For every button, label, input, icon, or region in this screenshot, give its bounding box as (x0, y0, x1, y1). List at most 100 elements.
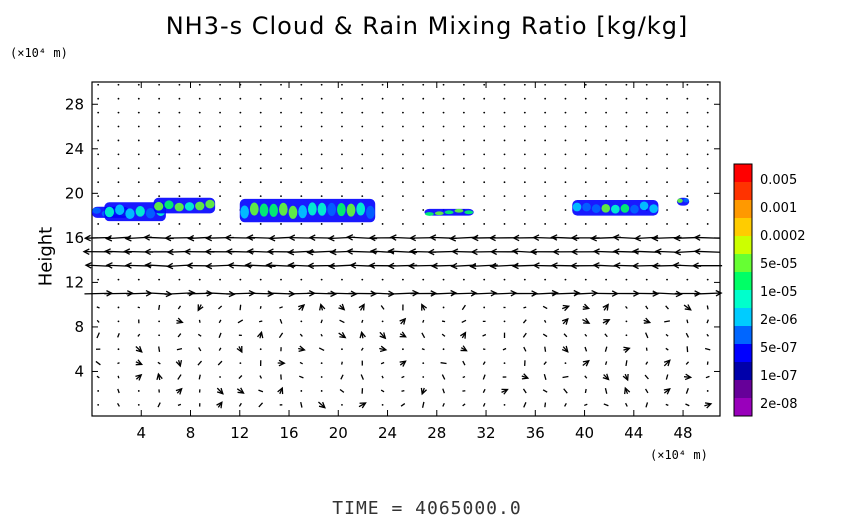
colorbar-label: 5e-05 (760, 257, 798, 272)
wind-dot (320, 181, 323, 184)
plot-frame (91, 81, 721, 417)
wind-dot (645, 97, 648, 100)
wind-dot (280, 278, 282, 281)
wind-dot (523, 223, 526, 225)
wind-dot (503, 362, 506, 365)
wind-dot (300, 153, 303, 156)
wind-vector (401, 389, 405, 392)
cloud-cell (195, 201, 205, 211)
wind-dot (178, 181, 181, 184)
wind-dot (158, 153, 161, 156)
cloud-cell (677, 198, 683, 203)
wind-vector (197, 333, 202, 337)
wind-vector (320, 333, 323, 337)
wind-vector-head (420, 387, 427, 396)
wind-dot (645, 223, 648, 225)
wind-vector-head (532, 234, 540, 241)
wind-dot (686, 153, 689, 156)
wind-dot (97, 181, 100, 184)
wind-vector (625, 305, 628, 309)
wind-dot (158, 139, 161, 142)
wind-dot (483, 223, 486, 225)
wind-dot (280, 111, 282, 114)
wind-vector-head (205, 262, 213, 270)
wind-vector (441, 333, 446, 337)
wind-dot (686, 125, 689, 128)
wind-dot (645, 167, 648, 170)
wind-vector (381, 375, 384, 379)
wind-dot (564, 97, 567, 100)
wind-dot (320, 125, 323, 128)
cloud-cell (205, 199, 215, 209)
wind-dot (198, 278, 201, 281)
wind-vector (542, 333, 548, 338)
wind-dot (584, 278, 587, 281)
wind-dot (178, 195, 181, 198)
wind-vector (665, 374, 669, 380)
wind-vector-head (298, 304, 306, 311)
wind-vector-head (135, 359, 144, 366)
wind-dot (361, 195, 364, 198)
colorbar-swatch (734, 380, 752, 398)
x-tick-label: 8 (186, 424, 196, 442)
wind-dot (198, 125, 201, 128)
wind-dot (483, 181, 486, 184)
wind-dot (198, 167, 201, 170)
cloud-cell (444, 210, 454, 215)
wind-vector (164, 292, 195, 295)
wind-dot (422, 209, 425, 211)
cloud-cell (336, 203, 346, 217)
wind-dot (402, 97, 404, 100)
wind-dot (158, 278, 161, 281)
wind-dot (219, 195, 221, 198)
wind-dot (117, 348, 120, 351)
wind-dot (462, 83, 465, 86)
wind-vector (258, 320, 263, 323)
wind-vector (551, 292, 580, 295)
wind-dot (625, 320, 628, 323)
wind-vector-head (704, 402, 713, 409)
wind-dot (280, 153, 282, 156)
wind-dot (625, 167, 628, 170)
wind-vector-head (592, 262, 600, 269)
wind-dot (259, 195, 262, 198)
wind-dot (219, 97, 221, 100)
wind-vector-head (603, 319, 611, 325)
wind-dot (706, 139, 709, 142)
wind-vector (198, 347, 202, 352)
wind-dot (137, 167, 140, 170)
wind-dot (503, 320, 506, 323)
wind-dot (523, 209, 526, 211)
wind-vector (564, 402, 567, 407)
wind-vector (461, 304, 466, 311)
wind-vector (96, 306, 100, 309)
wind-dot (544, 139, 547, 142)
wind-vector-head (227, 262, 235, 269)
wind-dot (117, 125, 120, 128)
wind-dot (361, 153, 364, 156)
wind-vector-head (256, 330, 264, 339)
wind-dot (544, 83, 547, 86)
wind-vector-head (469, 262, 477, 270)
wind-dot (564, 139, 567, 142)
wind-dot (239, 181, 242, 184)
colorbar-swatch (734, 398, 752, 416)
wind-vector (645, 402, 649, 408)
wind-dot (584, 195, 587, 198)
wind-dot (605, 125, 607, 128)
wind-vector-head (448, 234, 457, 242)
wind-vector-head (569, 262, 577, 270)
wind-dot (158, 195, 161, 198)
wind-vector-head (561, 317, 569, 325)
colorbar-label: 0.001 (760, 201, 797, 216)
wind-dot (483, 306, 486, 309)
wind-vector-head (684, 373, 693, 381)
wind-vector (421, 401, 425, 408)
wind-dot (686, 167, 689, 170)
wind-vector-head (470, 290, 478, 297)
wind-dot (300, 181, 303, 184)
wind-dot (259, 125, 262, 128)
wind-vector (421, 332, 426, 339)
wind-vector-head (612, 248, 620, 255)
wind-vector-head (489, 262, 497, 270)
